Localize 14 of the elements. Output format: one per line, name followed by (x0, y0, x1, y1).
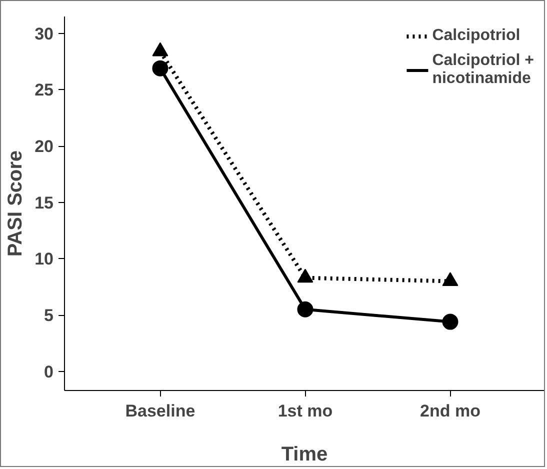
x-tick-label: Baseline (125, 402, 196, 420)
y-tick-label: 0 (44, 362, 54, 382)
y-tick-label: 25 (34, 80, 54, 100)
y-tick-label: 15 (34, 193, 54, 212)
y-tick-label: 20 (34, 137, 54, 156)
x-axis-title: Time (281, 444, 328, 466)
y-tick-label: 30 (34, 24, 54, 44)
y-axis-title: PASI Score (4, 150, 27, 257)
y-tick-label: 5 (44, 306, 54, 326)
y-tick-label: 10 (34, 250, 54, 269)
x-tick-label: 2nd mo (420, 402, 480, 420)
x-tick-label: 1st mo (278, 402, 333, 420)
legend-label: Calcipotriol (432, 27, 520, 45)
legend-label: Calcipotriol + nicotinamide (432, 52, 534, 88)
